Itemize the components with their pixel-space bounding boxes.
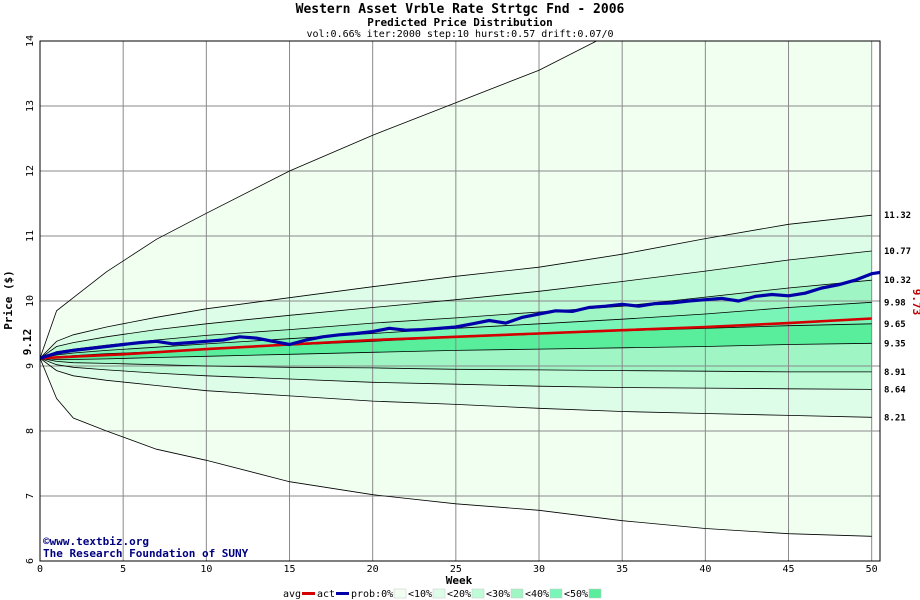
band-value-label: 10.32 <box>884 276 911 286</box>
legend-label-3: <10% <box>408 589 432 600</box>
legend-label-1: act <box>317 589 335 600</box>
x-axis-ticks: 0 5 10 15 20 25 30 35 40 45 50 <box>37 564 878 575</box>
legend-swatch-2 <box>393 588 407 599</box>
x-tick-label: 45 <box>782 564 794 575</box>
legend-swatch-1 <box>336 592 349 595</box>
band-line-50-lower <box>40 342 872 360</box>
y-tick-label: 14 <box>25 35 36 47</box>
legend-swatch-5 <box>510 588 524 599</box>
x-tick-label: 15 <box>283 564 295 575</box>
band-value-label: 9.65 <box>884 320 906 330</box>
band-line-10-upper <box>40 214 872 359</box>
legend-label-2: prob:0% <box>351 589 393 600</box>
band-line-outer-lower <box>40 358 872 537</box>
band-value-label: 8.91 <box>884 368 906 378</box>
band-value-label: 9.98 <box>884 298 906 308</box>
y-tick-label: 9 <box>25 363 36 369</box>
y-tick-label: 12 <box>25 165 36 177</box>
band-value-label: 10.77 <box>884 247 911 257</box>
legend-swatch-3 <box>432 588 446 599</box>
x-tick-label: 50 <box>866 564 878 575</box>
price-series <box>39 270 881 360</box>
x-tick-label: 10 <box>200 564 212 575</box>
chart-title: Western Asset Vrble Rate Strtgc Fnd - 20… <box>296 2 625 17</box>
legend-label-6: <40% <box>525 589 549 600</box>
legend-label-0: avg <box>283 589 301 600</box>
y-tick-label: 8 <box>25 428 36 434</box>
legend: avg act prob:0% <10% <20% <30% <40% <50% <box>283 588 602 600</box>
band-line-40-lower <box>40 357 872 373</box>
band-value-label: 8.64 <box>884 385 906 395</box>
y-axis-ticks: 6 7 8 9 10 11 12 13 14 <box>25 35 36 564</box>
band-value-labels: 11.32 10.77 10.32 9.98 9.65 9.35 8.91 8.64 8.21 <box>884 211 911 423</box>
legend-label-4: <20% <box>447 589 471 600</box>
x-tick-label: 0 <box>37 564 43 575</box>
legend-swatch-6 <box>549 588 563 599</box>
x-tick-label: 25 <box>450 564 462 575</box>
x-axis-label: Week <box>446 574 473 587</box>
plot-border <box>39 40 881 562</box>
y-tick-label: 7 <box>25 493 36 499</box>
band-line-outer-upper <box>40 41 598 359</box>
legend-swatch-4 <box>471 588 485 599</box>
end-price-label: 9.73 <box>910 289 920 316</box>
series-act-line <box>39 270 881 360</box>
legend-swatch-7 <box>588 588 602 599</box>
y-tick-label: 10 <box>25 295 36 307</box>
credit-website: ©www.textbiz.org <box>43 535 149 548</box>
band-value-label: 11.32 <box>884 211 911 221</box>
chart-subtitle: Predicted Price Distribution <box>367 16 552 29</box>
simulation-parameters: vol:0.66% iter:2000 step:10 hurst:0.57 d… <box>306 29 613 40</box>
legend-label-7: <50% <box>564 589 588 600</box>
band-line-20-lower <box>40 357 872 418</box>
x-tick-label: 20 <box>367 564 379 575</box>
credit-organization: The Research Foundation of SUNY <box>43 547 249 560</box>
start-price-label: 9.12 <box>21 329 34 356</box>
y-axis-label: Price ($) <box>2 270 15 330</box>
band-value-label: 8.21 <box>884 413 906 423</box>
band-value-label: 9.35 <box>884 339 906 349</box>
x-tick-label: 40 <box>699 564 711 575</box>
legend-label-5: <30% <box>486 589 510 600</box>
series-avg-line <box>39 317 872 360</box>
y-tick-label: 6 <box>25 558 36 564</box>
band-line-30-lower <box>40 357 872 390</box>
legend-swatch-0 <box>302 592 315 595</box>
band-line-20-upper <box>40 250 872 359</box>
x-tick-label: 30 <box>533 564 545 575</box>
x-tick-label: 35 <box>616 564 628 575</box>
y-tick-label: 13 <box>25 100 36 112</box>
y-tick-label: 11 <box>25 230 36 242</box>
x-tick-label: 5 <box>120 564 126 575</box>
